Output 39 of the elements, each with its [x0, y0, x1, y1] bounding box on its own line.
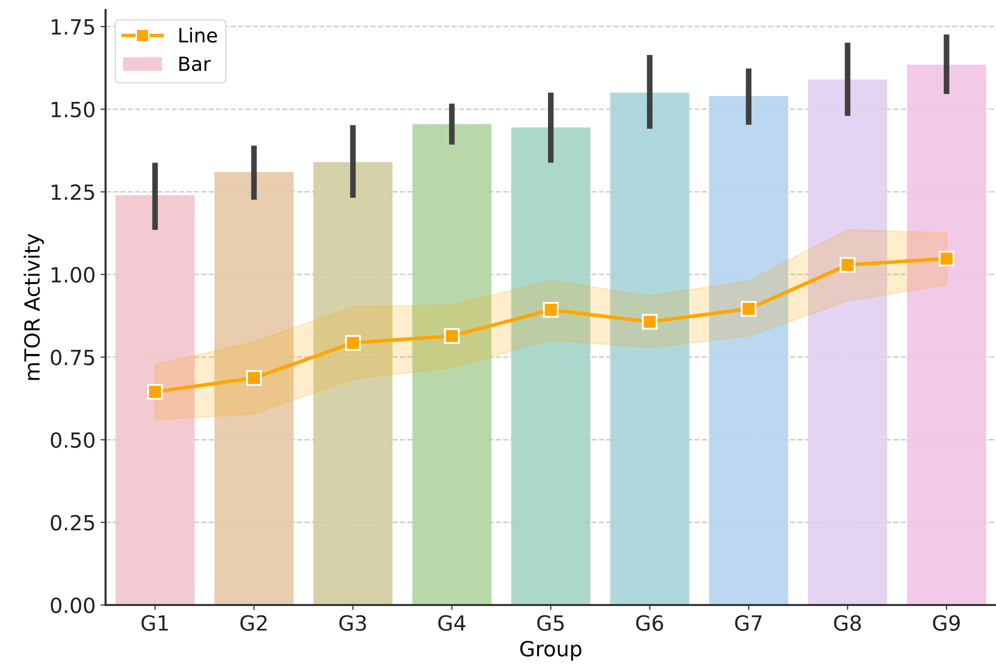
x-tick-label: G4	[438, 615, 466, 631]
bar	[412, 124, 492, 606]
x-tick-label: G6	[636, 615, 664, 631]
legend-label: Line	[179, 28, 218, 43]
x-tick-label: G1	[142, 615, 168, 631]
y-tick-label: 0.75	[50, 350, 94, 366]
point	[840, 257, 856, 273]
y-tick-label: 0.50	[50, 432, 94, 448]
bar	[115, 195, 195, 606]
x-tick-label: G3	[339, 615, 366, 631]
bar	[906, 64, 986, 606]
y-tick-label: 1.25	[52, 184, 94, 200]
point	[444, 328, 460, 344]
x-axis-title: Group	[520, 640, 582, 661]
bar	[511, 127, 590, 606]
y-tick-label: 1.75	[52, 19, 94, 35]
x-tick-label: G5	[537, 615, 564, 631]
point	[246, 370, 262, 386]
y-axis-title: mTOR Activity	[24, 234, 44, 380]
point	[542, 302, 559, 318]
point	[147, 384, 163, 400]
bar	[709, 96, 788, 606]
x-tick-label: G9	[933, 615, 960, 631]
bar	[214, 172, 294, 606]
y-tick-label: 0.25	[50, 514, 94, 531]
x-tick-label: G2	[240, 615, 267, 631]
bar	[313, 162, 392, 606]
point	[740, 301, 757, 317]
bar	[808, 79, 888, 606]
point	[345, 335, 361, 351]
y-tick-label: 1.00	[52, 266, 94, 283]
y-tick-label: 1.50	[52, 102, 94, 118]
point	[642, 314, 658, 330]
bar	[610, 92, 690, 606]
x-tick-label: G8	[834, 615, 861, 631]
legend-label: Bar	[179, 56, 211, 72]
y-tick-label: 0.00	[50, 597, 94, 614]
x-tick-label: G7	[735, 615, 762, 631]
point	[938, 250, 954, 266]
